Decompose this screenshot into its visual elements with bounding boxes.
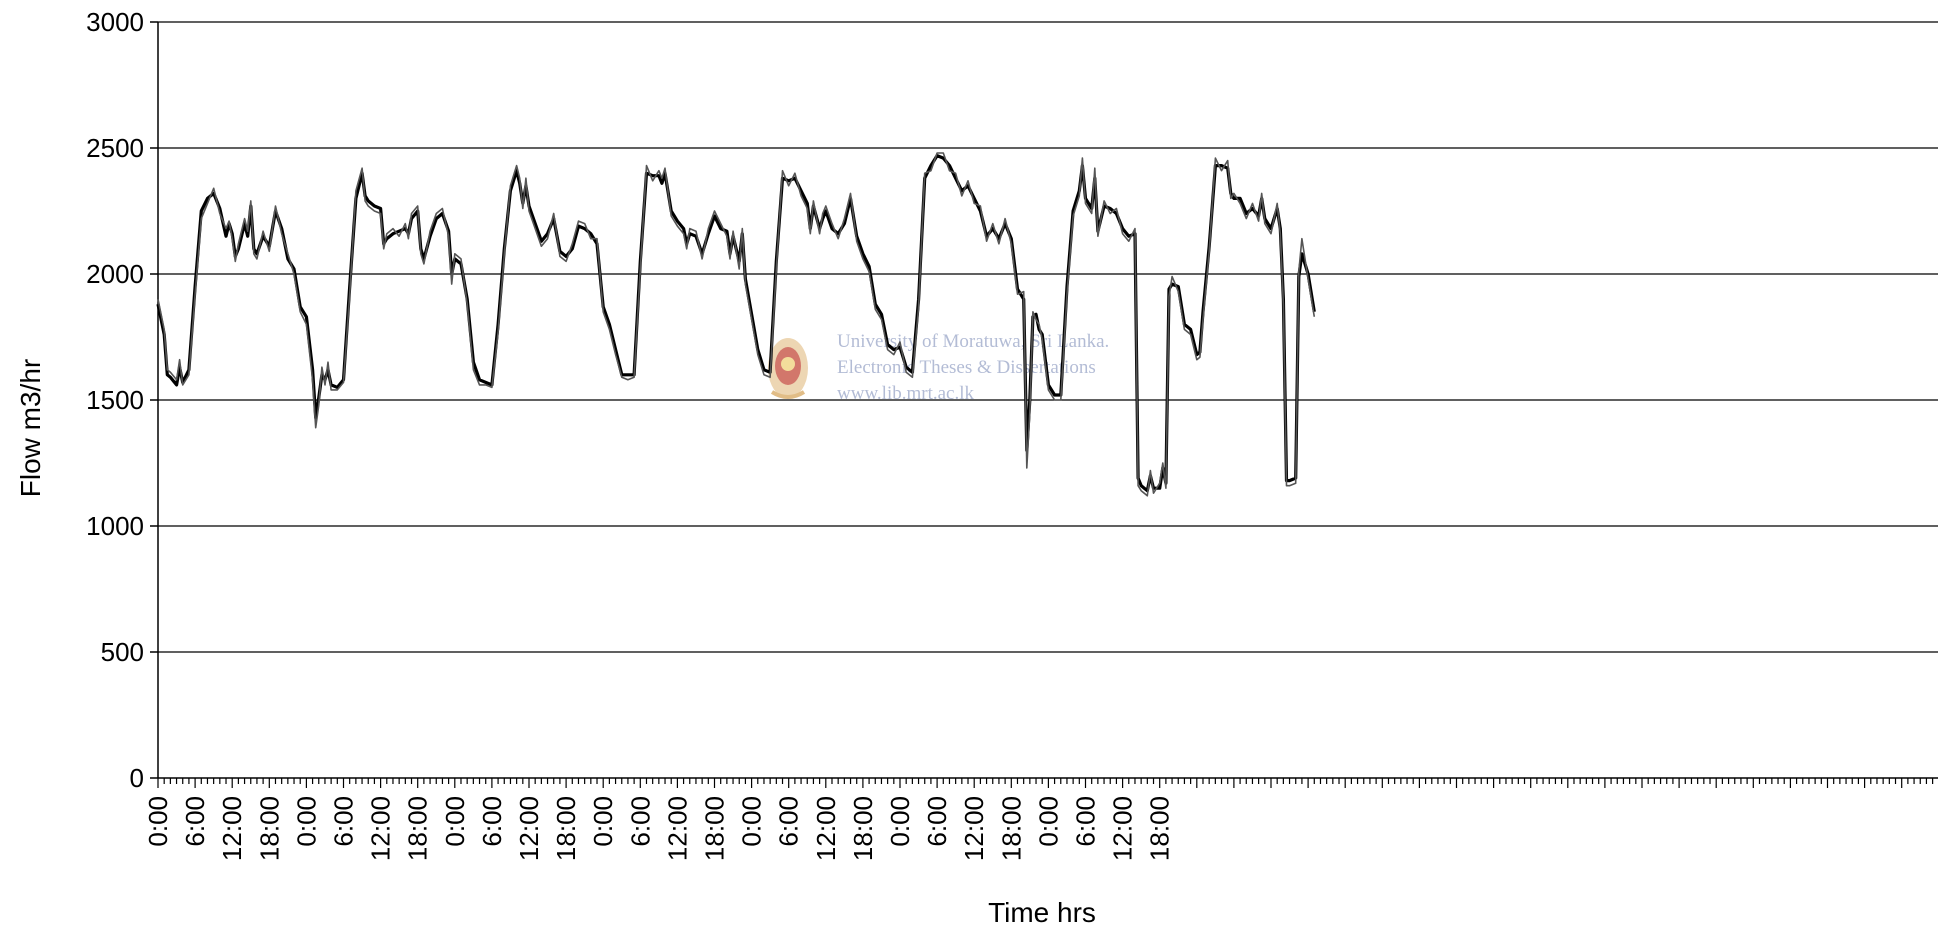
watermark-line-1: University of Moratuwa, Sri Lanka. <box>837 331 1109 352</box>
x-axis-title: Time hrs <box>988 897 1096 928</box>
x-tick-label: 6:00 <box>1071 796 1101 847</box>
y-tick-label: 0 <box>130 763 144 793</box>
y-tick-label: 2000 <box>86 259 144 289</box>
series-line-1 <box>156 154 1316 493</box>
y-tick-label: 1000 <box>86 511 144 541</box>
y-tick-label: 2500 <box>86 133 144 163</box>
x-tick-label: 6:00 <box>625 796 655 847</box>
watermark: University of Moratuwa, Sri Lanka. Elect… <box>768 331 1109 404</box>
x-tick-label: 6:00 <box>922 796 952 847</box>
x-tick-label: 18:00 <box>254 796 284 861</box>
x-tick-label: 18:00 <box>848 796 878 861</box>
y-tick-label: 3000 <box>86 7 144 37</box>
series-line-2 <box>157 152 1316 497</box>
x-tick-label: 6:00 <box>774 796 804 847</box>
y-axis-title: Flow m3/hr <box>15 359 46 497</box>
y-axis-ticks: 0 500 1000 1500 2000 2500 3000 <box>86 7 158 793</box>
x-tick-label: 0:00 <box>588 796 618 847</box>
x-tick-label: 12:00 <box>959 796 989 861</box>
x-axis-ticks: 0:00 6:00 12:00 18:00 0:00 6:00 12:00 18:00 0:00… <box>143 778 1934 861</box>
watermark-line-2: Electronic Theses & Dissertations <box>837 357 1096 378</box>
x-tick-label: 18:00 <box>551 796 581 861</box>
x-tick-label: 18:00 <box>403 796 433 861</box>
x-tick-label: 0:00 <box>1033 796 1063 847</box>
x-tick-label: 0:00 <box>440 796 470 847</box>
y-tick-label: 1500 <box>86 385 144 415</box>
university-seal-icon <box>768 338 808 399</box>
x-tick-label: 6:00 <box>329 796 359 847</box>
x-tick-label: 0:00 <box>291 796 321 847</box>
y-tick-label: 500 <box>101 637 144 667</box>
x-tick-label: 12:00 <box>366 796 396 861</box>
gridlines <box>158 21 1938 653</box>
x-tick-label: 6:00 <box>180 796 210 847</box>
x-tick-label: 6:00 <box>477 796 507 847</box>
x-tick-label: 0:00 <box>143 796 173 847</box>
x-tick-label: 18:00 <box>996 796 1026 861</box>
x-tick-label: 0:00 <box>885 796 915 847</box>
x-tick-label: 12:00 <box>811 796 841 861</box>
x-tick-label: 12:00 <box>1108 796 1138 861</box>
x-tick-label: 0:00 <box>737 796 767 847</box>
x-tick-label: 12:00 <box>217 796 247 861</box>
x-tick-label: 18:00 <box>700 796 730 861</box>
x-tick-label: 18:00 <box>1145 796 1175 861</box>
x-tick-label: 12:00 <box>514 796 544 861</box>
series-group <box>156 152 1316 497</box>
x-tick-label: 12:00 <box>662 796 692 861</box>
watermark-line-3: www.lib.mrt.ac.lk <box>837 383 975 404</box>
